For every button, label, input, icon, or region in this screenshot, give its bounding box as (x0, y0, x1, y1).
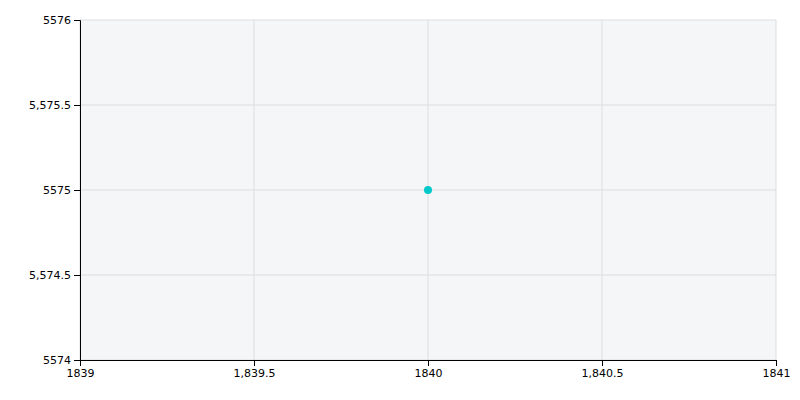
x-tick-label: 1841 (763, 367, 791, 380)
y-axis-line (74, 21, 81, 361)
grid (80, 20, 776, 360)
y-tick: 5575 (43, 184, 80, 197)
y-tick: 5,574.5 (29, 269, 80, 282)
chart: 18391,839.518401,840.5184155745,574.5557… (0, 0, 800, 400)
x-axis-line (81, 361, 777, 367)
y-tick-mark (74, 190, 80, 191)
y-tick-mark (74, 105, 80, 106)
y-tick-label: 5576 (43, 14, 71, 27)
y-grid-line (80, 105, 776, 106)
x-tick-label: 1,839.5 (234, 367, 276, 380)
x-tick-label: 1,840.5 (582, 367, 624, 380)
x-tick-mark (428, 360, 429, 366)
y-tick-mark (74, 360, 80, 361)
y-tick-label: 5,574.5 (29, 269, 71, 282)
y-tick: 5,575.5 (29, 99, 80, 112)
plot: 18391,839.518401,840.5184155745,574.5557… (29, 14, 791, 380)
x-tick-mark (254, 360, 255, 366)
x-tick: 1840 (415, 360, 443, 380)
x-tick: 1,840.5 (582, 360, 624, 380)
x-tick: 1,839.5 (234, 360, 276, 380)
y-tick-label: 5574 (43, 354, 71, 367)
y-grid-line (80, 20, 776, 21)
x-tick-mark (602, 360, 603, 366)
x-tick-label: 1839 (67, 367, 95, 380)
y-tick-mark (74, 20, 80, 21)
x-axis: 1839 1,839.5 1840 1,840.5 1841 (67, 360, 791, 380)
y-grid-line (80, 275, 776, 276)
x-tick-label: 1840 (415, 367, 443, 380)
y-axis: 5574 5,574.5 5575 5,575.5 5576 (29, 14, 81, 367)
point (424, 186, 432, 194)
y-tick: 5576 (43, 14, 80, 27)
y-tick-label: 5,575.5 (29, 99, 71, 112)
points (424, 186, 432, 194)
x-tick-mark (776, 360, 777, 366)
y-tick-mark (74, 275, 80, 276)
y-tick: 5574 (43, 354, 80, 367)
x-tick: 1841 (763, 360, 791, 380)
y-tick-label: 5575 (43, 184, 71, 197)
plot-background (80, 20, 776, 360)
